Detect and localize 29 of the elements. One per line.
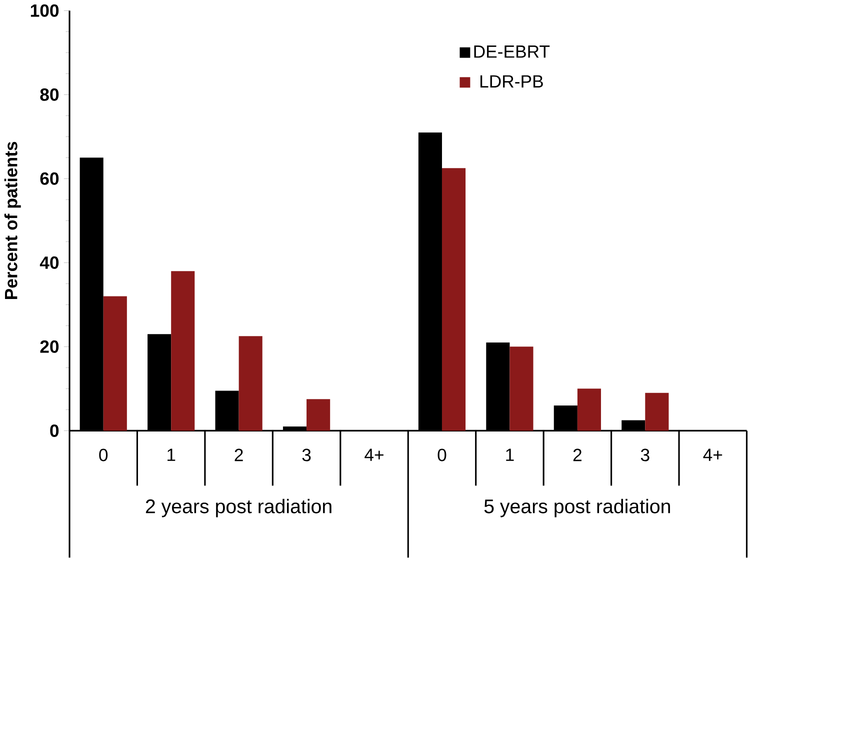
bar bbox=[171, 270, 195, 431]
y-tick-label: 40 bbox=[40, 256, 59, 269]
x-tick-label: 3 bbox=[302, 448, 311, 462]
legend-label: DE-EBRT bbox=[474, 45, 550, 58]
x-tick-label: 3 bbox=[640, 448, 650, 462]
bar bbox=[238, 336, 262, 431]
x-tick-label: 4+ bbox=[703, 448, 722, 461]
y-axis-title: Percent of patients bbox=[4, 142, 21, 299]
text: 2 years post radiation bbox=[146, 498, 332, 518]
x-tick-label: 2 bbox=[573, 448, 582, 461]
y-tick-label: 100 bbox=[30, 4, 59, 17]
x-tick-label: 0 bbox=[99, 448, 108, 462]
bar bbox=[442, 168, 466, 431]
legend-label: LDR-PB bbox=[480, 75, 543, 88]
x-tick-label: 2 bbox=[234, 448, 243, 461]
bar bbox=[645, 392, 669, 431]
bar bbox=[510, 346, 534, 431]
bar bbox=[103, 296, 127, 431]
x-tick-label: 0 bbox=[438, 448, 446, 462]
text: 5 years post radiation bbox=[484, 498, 670, 518]
x-tick-label: 1 bbox=[168, 448, 176, 461]
bar bbox=[306, 399, 330, 431]
y-tick-label: 80 bbox=[40, 88, 59, 101]
y-tick-label: 20 bbox=[40, 340, 59, 353]
bar bbox=[577, 388, 601, 431]
y-tick-label: 0 bbox=[50, 424, 59, 437]
x-tick-label: 4+ bbox=[364, 448, 384, 461]
y-tick-label: 60 bbox=[40, 172, 59, 185]
x-tick-label: 1 bbox=[506, 448, 514, 461]
